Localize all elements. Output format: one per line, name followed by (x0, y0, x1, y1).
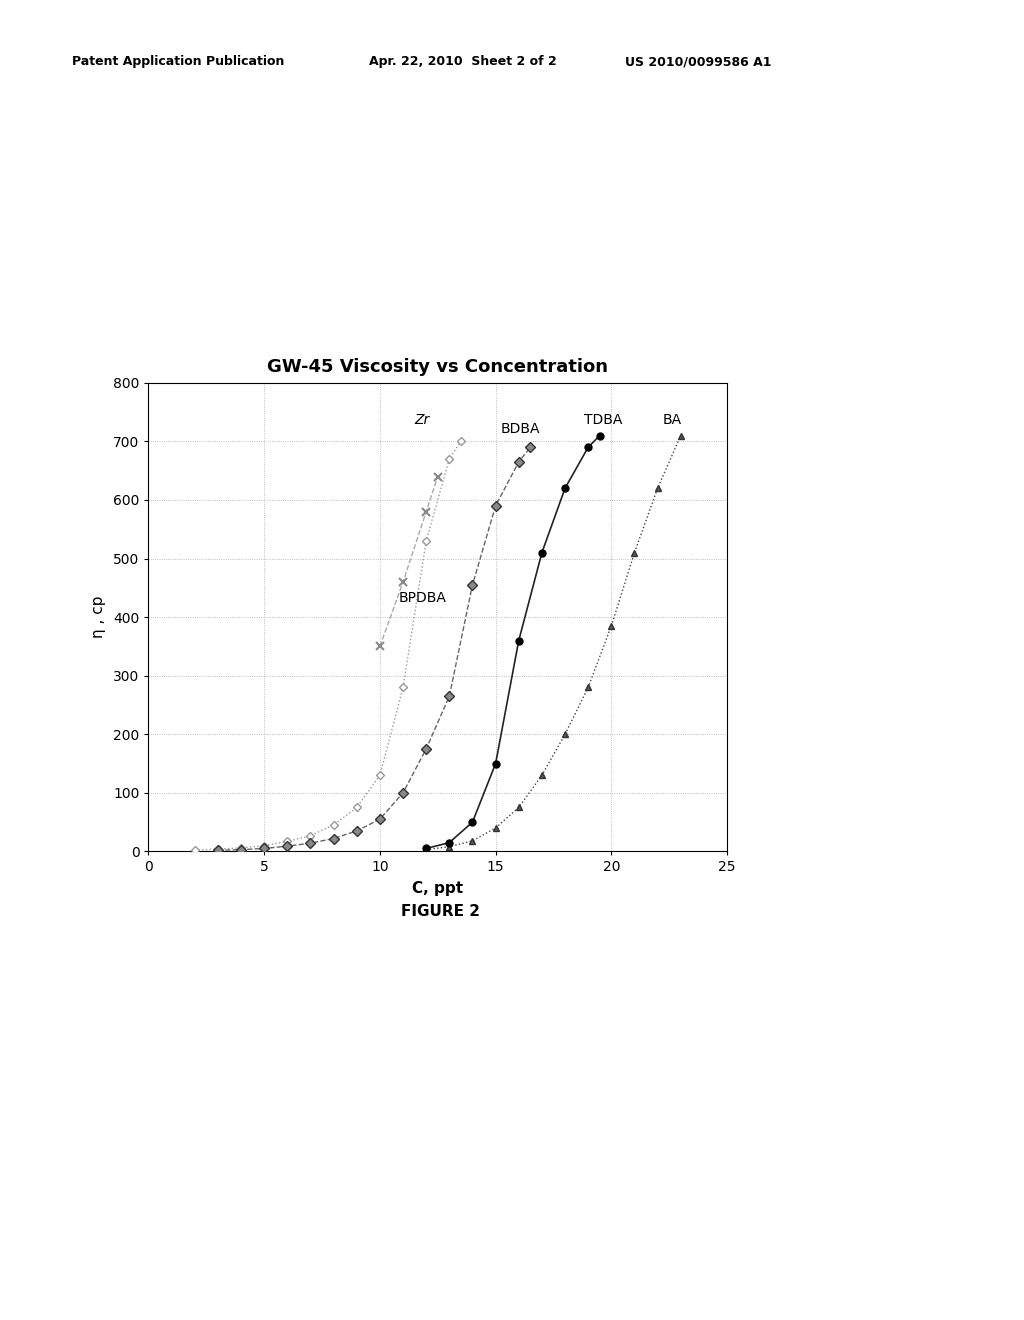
X-axis label: C, ppt: C, ppt (413, 882, 463, 896)
Text: Apr. 22, 2010  Sheet 2 of 2: Apr. 22, 2010 Sheet 2 of 2 (369, 55, 556, 69)
Text: BPDBA: BPDBA (398, 591, 446, 606)
Y-axis label: η , cp: η , cp (91, 595, 106, 639)
Text: US 2010/0099586 A1: US 2010/0099586 A1 (625, 55, 771, 69)
Text: FIGURE 2: FIGURE 2 (400, 904, 480, 919)
Title: GW-45 Viscosity vs Concentration: GW-45 Viscosity vs Concentration (267, 358, 608, 376)
Text: BA: BA (663, 413, 681, 426)
Text: BDBA: BDBA (501, 421, 540, 436)
Text: Patent Application Publication: Patent Application Publication (72, 55, 284, 69)
Text: Zr: Zr (415, 413, 430, 426)
Text: TDBA: TDBA (584, 413, 622, 426)
